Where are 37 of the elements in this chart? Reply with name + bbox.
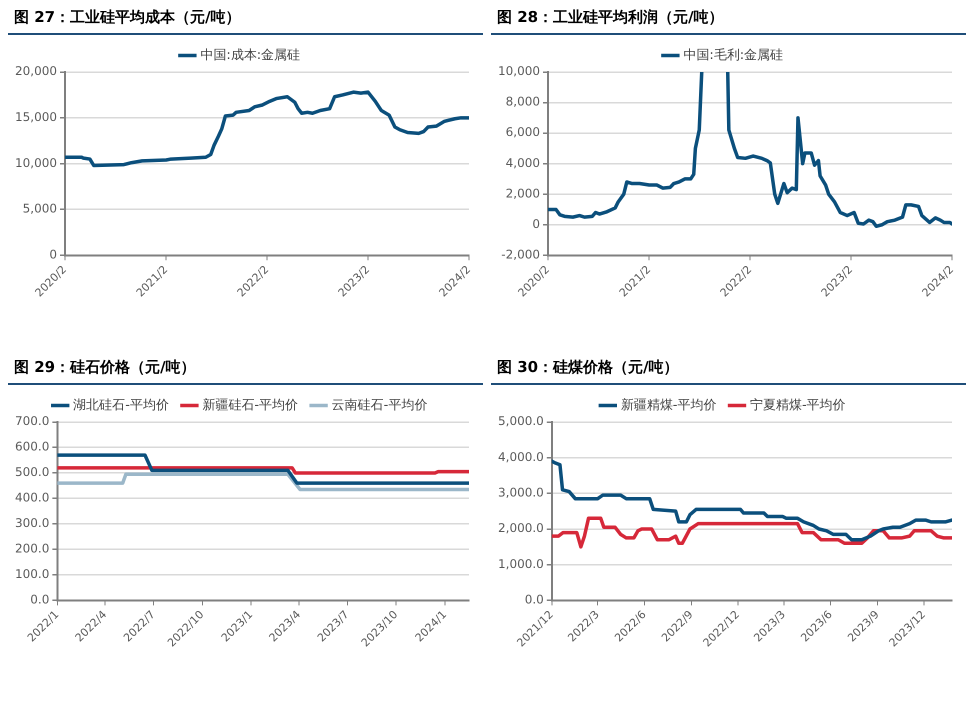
legend-label: 中国:毛利:金属硅 — [683, 48, 784, 63]
legend-label: 新疆硅石-平均价 — [202, 398, 298, 413]
y-tick-label: 4,000 — [506, 156, 540, 170]
y-tick-label: 5,000.0 — [498, 414, 544, 428]
chart-title: 图 29：硅石价格（元/吨） — [8, 358, 483, 385]
y-tick-label: 500.0 — [14, 465, 50, 480]
legend-label: 中国:成本:金属硅 — [200, 48, 300, 63]
legend-label: 宁夏精煤-平均价 — [750, 396, 846, 413]
chart-title: 图 27：工业硅平均成本（元/吨） — [8, 8, 483, 35]
y-tick-label: 0.0 — [30, 592, 50, 606]
y-tick-label: 20,000 — [14, 64, 57, 78]
chart-title: 图 28：工业硅平均利润（元/吨） — [491, 8, 966, 35]
chart-title: 图 30：硅煤价格（元/吨） — [491, 358, 966, 385]
y-tick-label: 400.0 — [14, 490, 50, 505]
y-tick-label: 15,000 — [14, 110, 57, 124]
y-tick-label: 2,000 — [506, 186, 540, 200]
y-tick-label: 600.0 — [14, 440, 50, 454]
y-tick-label: 3,000.0 — [498, 485, 544, 500]
y-tick-label: 2,000.0 — [498, 521, 544, 536]
y-tick-label: 5,000 — [22, 202, 57, 216]
y-tick-label: 100.0 — [14, 567, 50, 581]
y-tick-label: 4,000.0 — [498, 450, 544, 464]
y-tick-label: 0.0 — [524, 592, 544, 606]
legend-label: 新疆精煤-平均价 — [620, 398, 717, 413]
y-tick-label: 0 — [49, 247, 57, 262]
y-tick-label: 300.0 — [14, 516, 50, 530]
y-tick-label: 700.0 — [14, 414, 50, 428]
y-tick-label: 0 — [532, 216, 540, 231]
y-tick-label: 1,000.0 — [498, 556, 544, 571]
y-tick-label: 6,000 — [506, 125, 540, 140]
y-tick-label: 10,000 — [14, 156, 57, 170]
legend-label: 云南硅石-平均价 — [332, 398, 428, 413]
y-tick-label: 10,000 — [498, 64, 540, 78]
y-tick-label: -2,000 — [501, 247, 540, 262]
y-tick-label: 200.0 — [14, 542, 50, 556]
y-tick-label: 8,000 — [506, 94, 540, 109]
legend-label: 湖北硅石-平均价 — [73, 398, 169, 413]
